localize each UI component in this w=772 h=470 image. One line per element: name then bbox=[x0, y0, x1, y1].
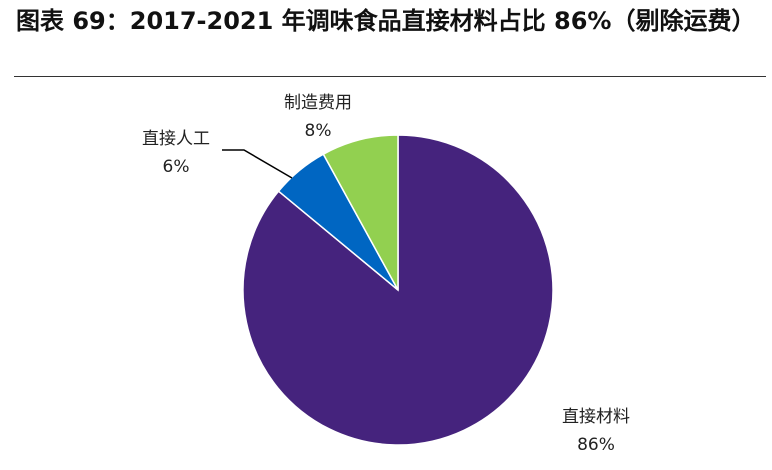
leader-line-direct-labor bbox=[222, 149, 293, 179]
chart-title: 图表 69：2017-2021 年调味食品直接材料占比 86%（剔除运费） bbox=[16, 7, 756, 35]
label-manufacturing-cost: 制造费用 bbox=[284, 93, 352, 113]
label-direct-labor: 直接人工 bbox=[142, 129, 210, 149]
value-direct-materials: 86% bbox=[577, 435, 615, 455]
value-direct-labor: 6% bbox=[163, 157, 190, 177]
pie-slice-manufacturing-cost bbox=[322, 134, 399, 291]
value-manufacturing-cost: 8% bbox=[305, 121, 332, 141]
label-direct-materials: 直接材料 bbox=[562, 407, 630, 427]
title-divider bbox=[14, 76, 766, 77]
